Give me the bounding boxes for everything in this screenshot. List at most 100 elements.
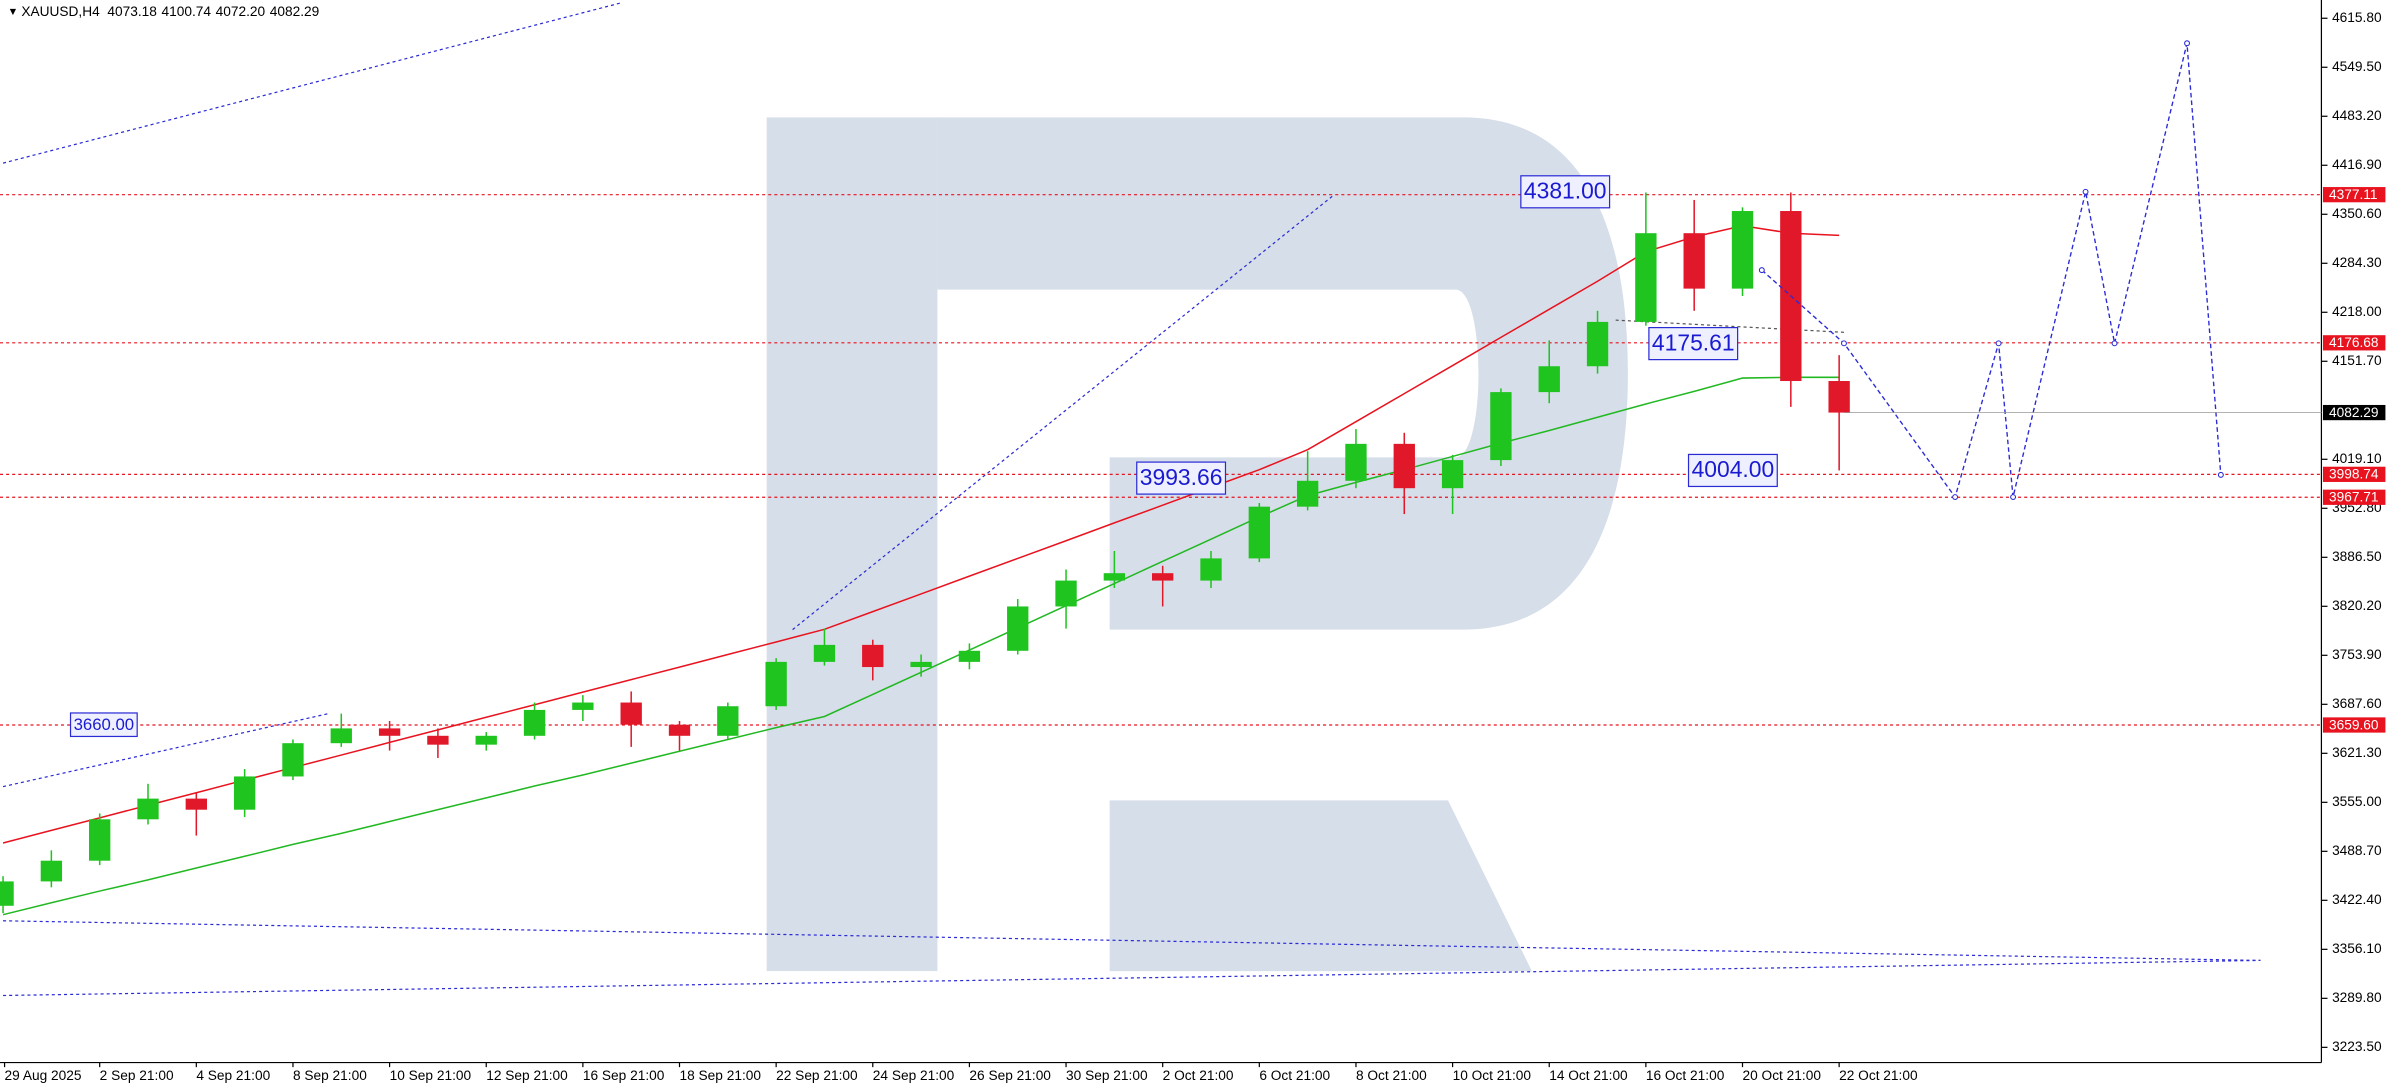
candle-body [862,644,884,668]
menu-arrow[interactable]: ▼ [8,6,19,18]
y-tick-label: 3555.00 [2332,794,2382,809]
candle-body [427,735,449,745]
x-tick-label: 22 Oct 21:00 [1839,1068,1918,1083]
forecast-point [1952,494,1959,501]
y-tick-label: 4218.00 [2332,304,2382,319]
moving-average [2,224,1840,844]
candle-body [1103,573,1126,581]
forecast-point [2184,40,2191,47]
y-tick-label: 4483.20 [2332,108,2382,123]
candle-body [1538,366,1560,393]
level-label-box [2322,489,2386,505]
x-tick-label: 8 Sep 21:00 [293,1068,367,1083]
level-label-box [2322,466,2386,482]
y-tick-label: 4615.80 [2332,10,2382,25]
y-tick-label: 3621.30 [2332,745,2382,760]
candle-body [233,776,256,810]
y-tick-label: 4019.10 [2332,451,2382,466]
candle-body [910,661,932,668]
candle-body [572,702,594,710]
level-label-box [2322,187,2386,203]
candle-body [1441,460,1464,489]
level-label: 3967.71 [2329,490,2379,505]
candle-body [717,706,739,736]
candle-body [958,650,981,662]
candle-body [1828,381,1850,413]
close-price: 4082.29 [270,4,320,19]
candle-body [137,798,159,820]
annotation-label: 3993.66 [1140,464,1223,490]
y-tick-label: 4350.60 [2332,206,2382,221]
candle-body [813,644,836,662]
candle-body [765,661,787,707]
x-tick-label: 26 Sep 21:00 [969,1068,1051,1083]
annotation-box [1136,461,1227,495]
x-tick-label: 16 Sep 21:00 [583,1068,665,1083]
candle-body [378,728,401,736]
annotation-label: 4175.61 [1652,329,1735,355]
low-price: 4072.20 [216,4,266,19]
candle-body [620,702,642,725]
x-tick-label: 30 Sep 21:00 [1066,1068,1148,1083]
candle-body [40,860,63,882]
forecast-point [1995,340,2002,347]
forecast-point [1758,267,1765,274]
watermark [766,117,1628,972]
chart-header: XAUUSD,H4 4073.18 4100.74 4072.20 4082.29 [21,4,319,19]
candle-body [1152,573,1174,581]
x-tick-label: 29 Aug 2025 [5,1068,82,1083]
candle-body [89,819,111,861]
y-tick-label: 3687.60 [2332,696,2382,711]
annotation-box [1648,326,1739,361]
forecast-point [2082,188,2089,195]
x-tick-label: 10 Oct 21:00 [1453,1068,1532,1083]
level-label-box [2322,717,2386,733]
candle-body [1635,233,1657,322]
level-label-box [2322,335,2386,351]
y-tick-label: 3820.20 [2332,598,2382,613]
candle-body [0,881,14,906]
forecast-point [2217,471,2224,478]
annotation-box [1520,175,1611,209]
symbol: XAUUSD,H4 [21,4,100,19]
candle-body [185,798,207,810]
x-tick-label: 24 Sep 21:00 [873,1068,955,1083]
candle-body [668,724,691,736]
y-tick-label: 4151.70 [2332,353,2382,368]
level-label: 4176.68 [2329,335,2379,350]
current-price-label: 4082.29 [2329,405,2379,420]
annotation-label: 4004.00 [1692,456,1775,482]
x-tick-label: 6 Oct 21:00 [1259,1068,1330,1083]
candle-body [1248,506,1270,559]
x-tick-label: 22 Sep 21:00 [776,1068,858,1083]
candle-body [1586,321,1609,367]
candle-body [1683,233,1705,289]
candle-body [282,743,304,777]
x-tick-label: 10 Sep 21:00 [390,1068,472,1083]
x-tick-label: 2 Oct 21:00 [1163,1068,1234,1083]
candle-body [1393,443,1415,489]
y-tick-label: 3753.90 [2332,647,2382,662]
level-label: 4377.11 [2329,187,2378,202]
y-tick-label: 4284.30 [2332,255,2382,270]
x-tick-label: 16 Oct 21:00 [1646,1068,1725,1083]
y-tick-label: 3289.80 [2332,990,2382,1005]
x-tick-label: 14 Oct 21:00 [1549,1068,1628,1083]
current-price-box [2322,404,2386,421]
candle-body [475,735,497,745]
annotation-box [1687,453,1778,488]
y-tick-label: 4549.50 [2332,59,2382,74]
candle-body [1055,580,1077,607]
annotation: 4175.61 [1648,326,1739,361]
y-tick-label: 3223.50 [2332,1039,2382,1054]
forecast-point [2010,494,2017,501]
annotation: 4381.00 [1520,175,1611,209]
candle-body [1731,211,1754,289]
x-tick-label: 4 Sep 21:00 [196,1068,270,1083]
candle-body [1296,480,1319,507]
candle-body [1200,558,1222,581]
open-price: 4073.18 [107,4,157,19]
x-tick-label: 2 Sep 21:00 [100,1068,174,1083]
